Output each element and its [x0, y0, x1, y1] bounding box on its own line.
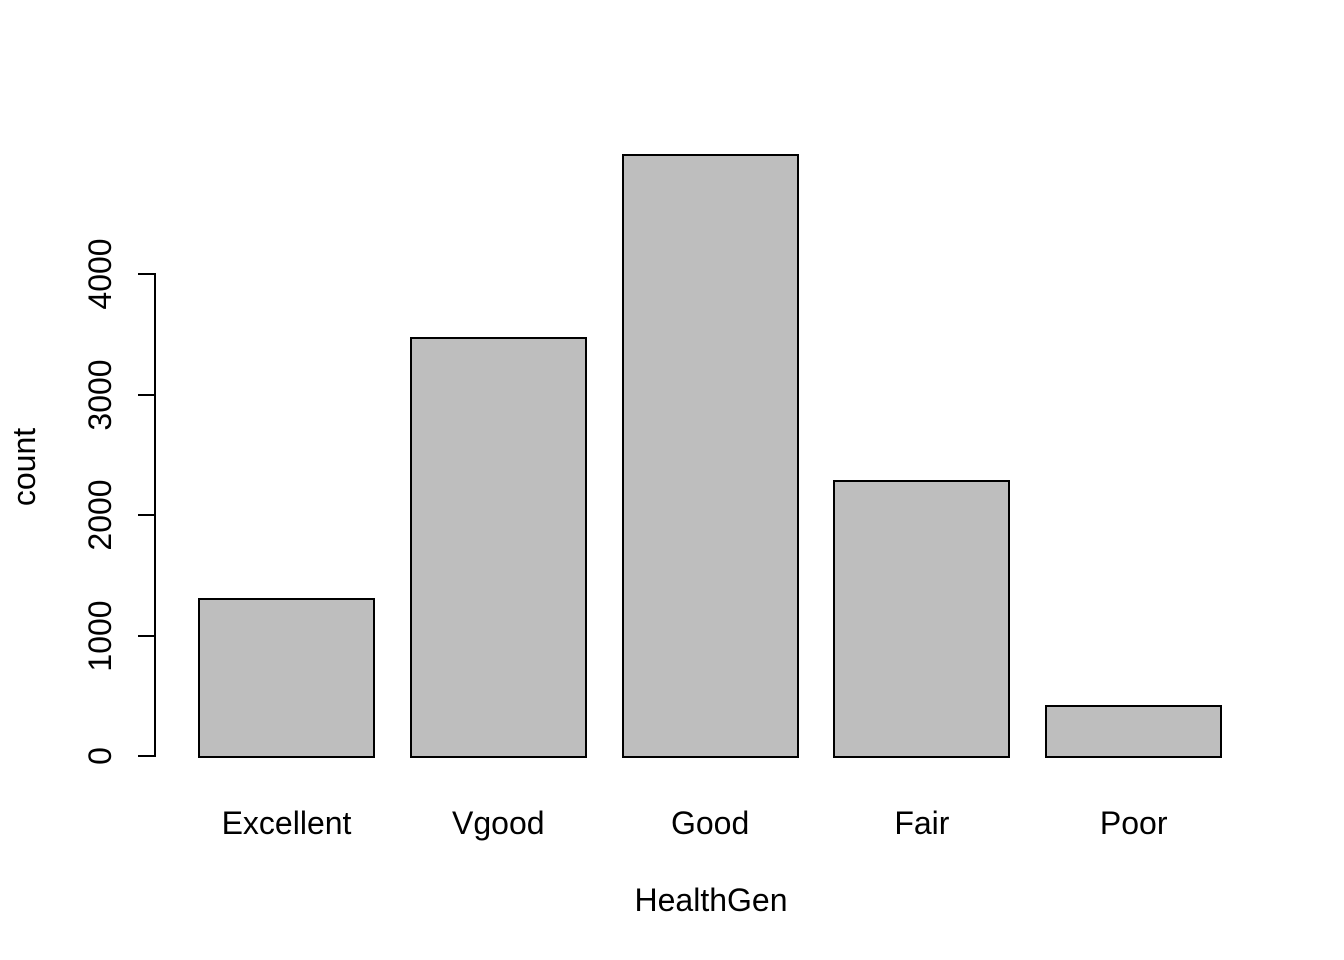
y-axis-title: count	[6, 427, 42, 507]
y-axis-tick	[138, 393, 154, 396]
x-category-label: Poor	[1099, 805, 1168, 841]
bar-vgood	[409, 337, 587, 758]
y-axis-tick	[138, 273, 154, 276]
y-axis-tick-label: 0	[82, 747, 118, 765]
y-axis-tick-label: 2000	[82, 479, 118, 551]
bar-good	[621, 154, 799, 758]
x-category-label: Good	[670, 805, 750, 841]
y-axis-tick-label: 1000	[82, 600, 118, 672]
y-axis-line	[154, 273, 156, 757]
y-axis-tick	[138, 634, 154, 637]
y-axis-tick-label: 4000	[82, 238, 118, 310]
y-axis-tick-label: 3000	[82, 359, 118, 431]
bar-excellent	[198, 598, 375, 758]
bar-fair	[833, 480, 1011, 758]
bar-poor	[1045, 704, 1223, 758]
y-axis-tick	[138, 755, 154, 757]
y-axis-tick	[138, 514, 154, 517]
x-category-label: Fair	[894, 805, 950, 841]
x-axis-title: HealthGen	[634, 882, 788, 918]
x-category-label: Vgood	[452, 805, 545, 841]
x-category-label: Excellent	[221, 805, 352, 841]
